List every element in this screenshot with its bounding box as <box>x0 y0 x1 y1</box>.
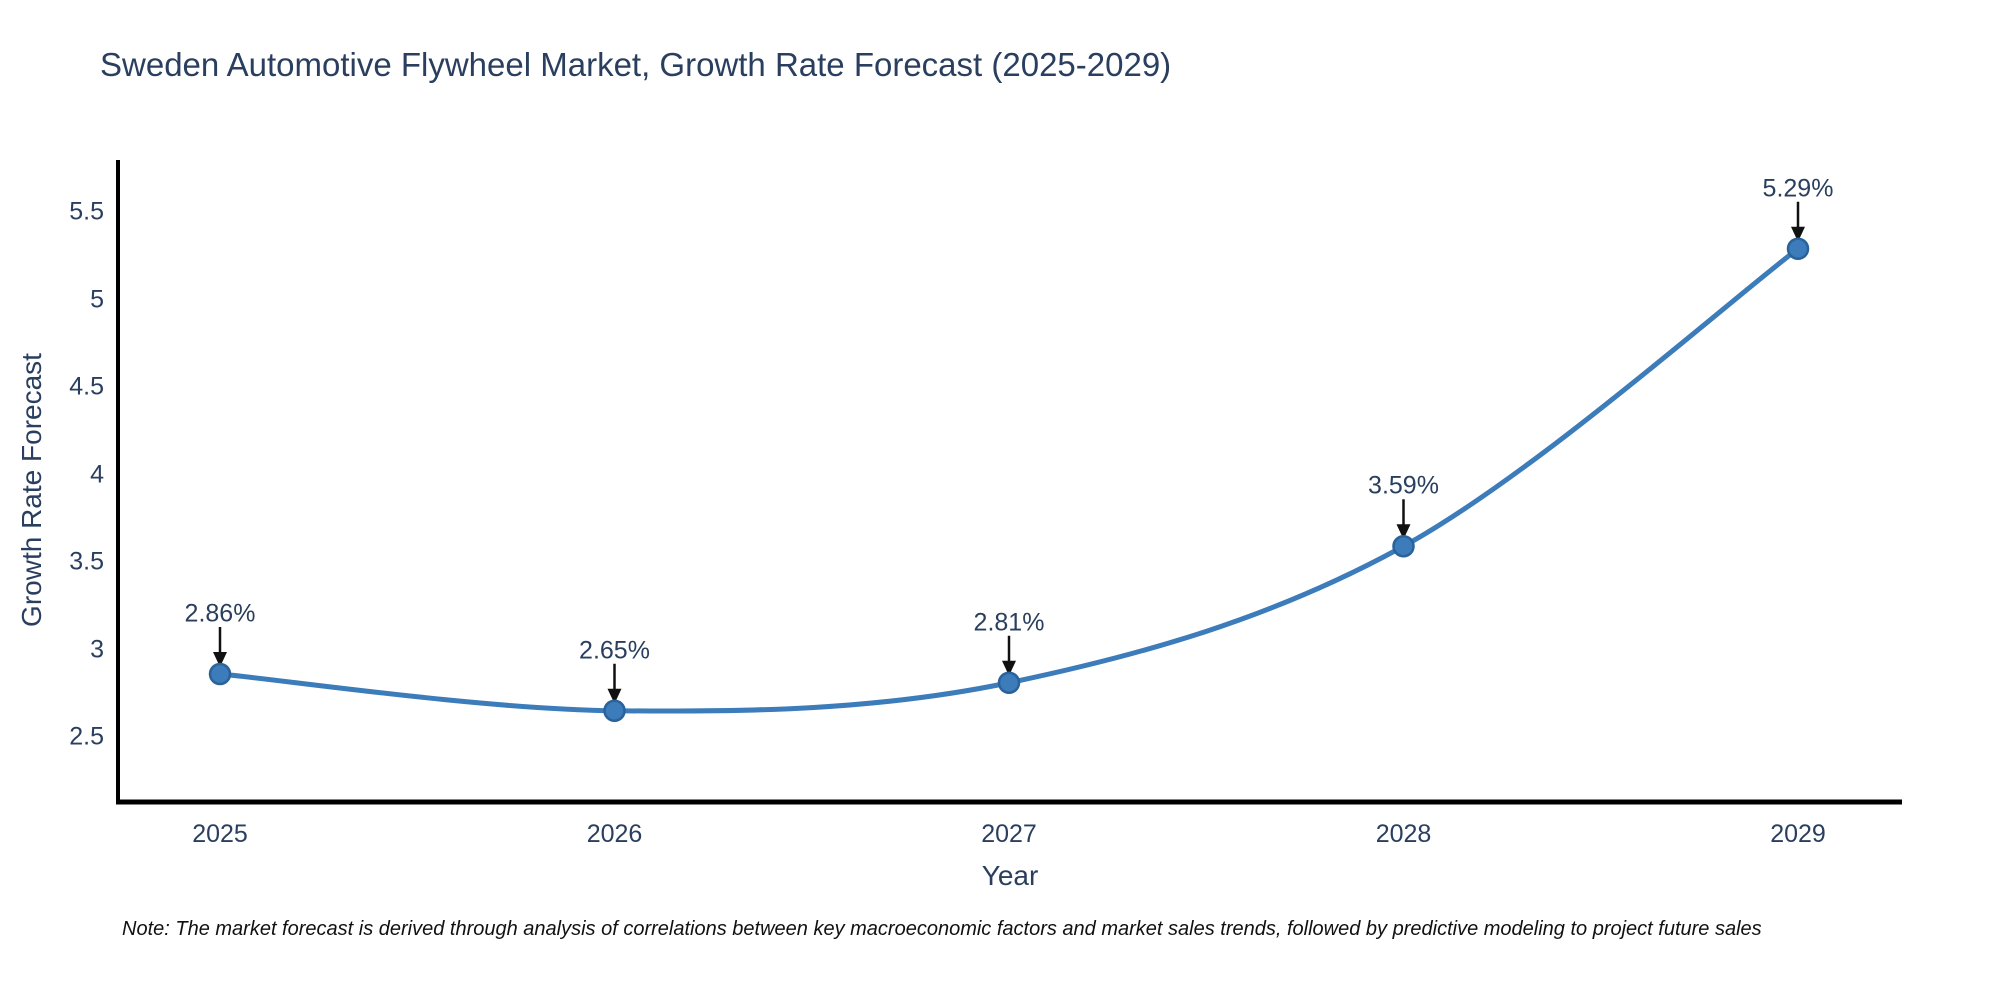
point-label-2028: 3.59% <box>1368 471 1439 500</box>
data-point-marker-2028[interactable] <box>1392 535 1415 558</box>
y-tick-label-2.5: 2.5 <box>69 722 104 751</box>
data-point-marker-2025[interactable] <box>208 662 232 686</box>
data-point-marker-2029[interactable] <box>1786 237 1810 260</box>
point-label-2026: 2.65% <box>579 636 650 665</box>
point-label-2025: 2.86% <box>184 599 256 628</box>
y-tick-label-3: 3 <box>90 635 104 663</box>
annotation-arrowhead <box>1396 524 1411 540</box>
x-tick-label-2026: 2026 <box>586 820 643 848</box>
annotation-arrowhead <box>1002 660 1016 676</box>
point-label-2027: 2.81% <box>973 608 1045 637</box>
y-tick-label-4.5: 4.5 <box>69 372 104 401</box>
annotation-arrowhead <box>1791 226 1805 242</box>
y-tick-label-3.5: 3.5 <box>69 547 104 576</box>
footnote: Note: The market forecast is derived thr… <box>122 918 1762 940</box>
chart-title: Sweden Automotive Flywheel Market, Growt… <box>100 46 1172 83</box>
data-point-marker-2026[interactable] <box>603 699 626 722</box>
annotation-arrowhead <box>607 688 622 704</box>
x-tick-label-2025: 2025 <box>192 820 248 848</box>
y-tick-label-4: 4 <box>90 460 104 488</box>
x-tick-label-2029: 2029 <box>1770 820 1826 848</box>
annotation-arrowhead <box>213 652 227 667</box>
x-axis-title: Year <box>981 860 1039 891</box>
point-label-2029: 5.29% <box>1762 174 1834 203</box>
growth-rate-line <box>217 246 1801 714</box>
y-tick-label-5.5: 5.5 <box>69 197 104 226</box>
y-tick-label-5: 5 <box>90 285 104 313</box>
x-tick-label-2028: 2028 <box>1375 820 1432 848</box>
data-point-marker-2027[interactable] <box>997 671 1021 694</box>
x-tick-label-2027: 2027 <box>981 820 1037 848</box>
